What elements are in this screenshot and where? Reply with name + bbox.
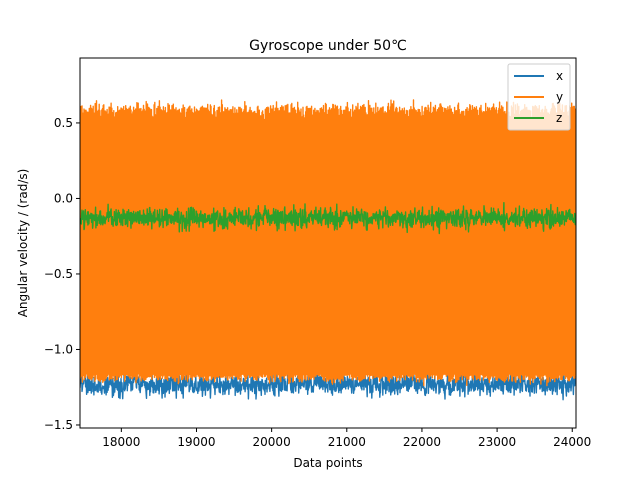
x-tick-label: 19000 (177, 435, 215, 449)
x-axis-label: Data points (293, 456, 362, 470)
plot-frame (79, 57, 577, 429)
x-tick-label: 23000 (478, 435, 516, 449)
x-tick-label: 21000 (328, 435, 366, 449)
y-tick-label: −0.5 (44, 267, 73, 281)
y-axis: −1.5 −1.0 −0.5 0.0 0.5 (44, 116, 80, 432)
chart-title: Gyroscope under 50℃ (249, 38, 407, 54)
legend-label-y: y (556, 90, 563, 104)
y-tick-label: −1.5 (44, 418, 73, 432)
y-axis-label: Angular velocity / (rad/s) (16, 169, 30, 318)
y-tick-label: 0.0 (54, 191, 73, 205)
x-tick-label: 22000 (403, 435, 441, 449)
x-tick-label: 24000 (553, 435, 591, 449)
x-tick-label: 20000 (253, 435, 291, 449)
legend: xyz (507, 63, 571, 131)
series-line-x (80, 364, 576, 401)
x-axis: 18000 19000 20000 21000 22000 23000 24000 (102, 428, 591, 449)
legend-label-z: z (556, 111, 562, 125)
series-line-z (80, 202, 576, 235)
y-tick-label: −1.0 (44, 342, 73, 356)
series-layer (80, 99, 576, 401)
x-tick-label: 18000 (102, 435, 140, 449)
legend-label-x: x (556, 69, 563, 83)
series-line-y (80, 99, 576, 387)
y-tick-label: 0.5 (54, 116, 73, 130)
